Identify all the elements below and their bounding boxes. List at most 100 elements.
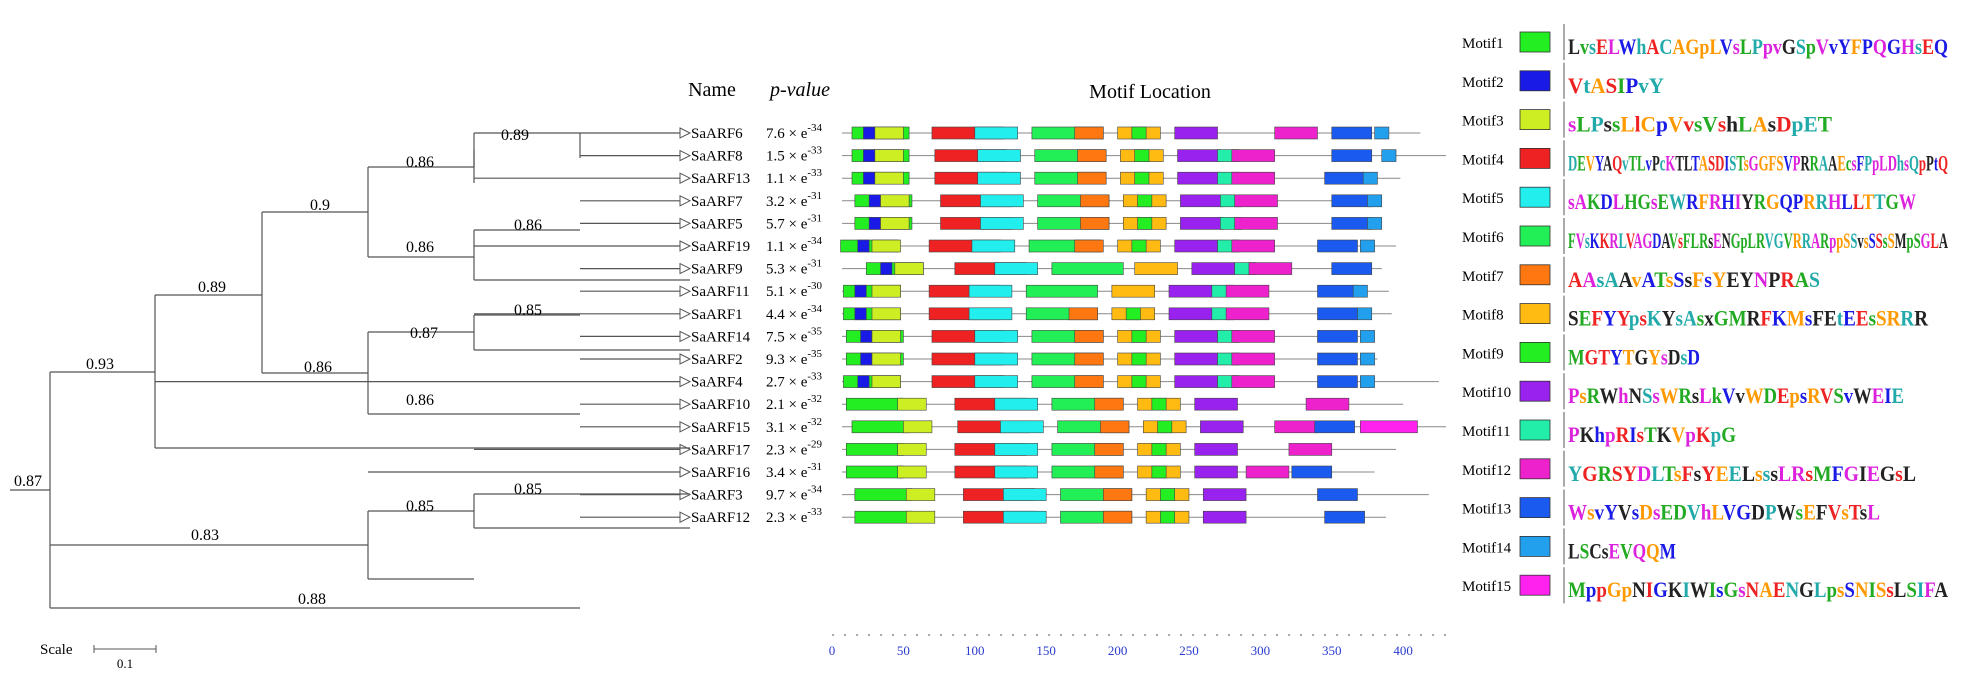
leaf-arrow-icon bbox=[679, 511, 692, 524]
motif-box-10 bbox=[1194, 397, 1238, 411]
gene-name: SaARF10 bbox=[691, 397, 750, 413]
motif-box-13 bbox=[1331, 262, 1373, 275]
motif-location-header: Motif Location bbox=[1089, 81, 1211, 103]
motif-box-5 bbox=[1003, 488, 1047, 501]
motif-legend-label: Motif5 bbox=[1462, 191, 1504, 207]
bootstrap-value: 0.83 bbox=[191, 527, 219, 544]
motif-legend-swatch bbox=[1519, 109, 1551, 130]
motif-box-10 bbox=[1194, 465, 1238, 479]
bootstrap-value: 0.85 bbox=[406, 498, 434, 515]
leaf-arrow-icon bbox=[679, 240, 692, 252]
motif-box-15 bbox=[1360, 420, 1418, 434]
leaf-arrow-icon bbox=[679, 488, 692, 501]
gene-pvalue: 7.6 × e-34 bbox=[766, 122, 823, 142]
gene-rows: SaARF6 7.6 × e-34 SaARF8 1.5 × e-33 SaARF13 1… bbox=[679, 122, 1446, 526]
motif-sequence-logo: DEVYAQvTLvPcKTLTASDISTsGGFSVPRRAAEcsFPpL… bbox=[1568, 150, 1948, 175]
scale-bar: Scale 0.1 bbox=[40, 642, 157, 671]
motif-box-9 bbox=[1131, 375, 1147, 388]
gene-pvalue: 5.7 × e-31 bbox=[766, 212, 822, 232]
motif-box-13 bbox=[1324, 510, 1365, 524]
leaf-arrow-icon bbox=[679, 466, 692, 478]
motif-box-8 bbox=[1134, 262, 1178, 275]
motif-box-12 bbox=[1231, 149, 1275, 162]
motif-box-13 bbox=[1317, 284, 1358, 298]
motif-legend-swatch bbox=[1519, 574, 1551, 596]
gene-name: SaARF9 bbox=[691, 262, 743, 278]
bootstrap-value: 0.85 bbox=[514, 481, 542, 498]
motif-box-10 bbox=[1174, 375, 1218, 388]
motif-box-1 bbox=[854, 488, 913, 501]
gene-name: SaARF2 bbox=[691, 352, 743, 368]
motif-box-6 bbox=[1051, 262, 1124, 275]
leaf-arrow-icon bbox=[679, 194, 692, 207]
motif-box-5 bbox=[980, 217, 1024, 230]
motif-box-2 bbox=[854, 284, 867, 298]
motif-box-10 bbox=[1168, 307, 1213, 321]
motif-sequence-logo: AAsAAvATsSsFsYEYNPRAS bbox=[1568, 267, 1820, 292]
motif-box-9 bbox=[1151, 397, 1167, 411]
name-header: Name bbox=[688, 79, 736, 101]
motif-box-5 bbox=[994, 397, 1038, 411]
gene-pvalue: 5.3 × e-31 bbox=[766, 258, 822, 278]
motif-box-12 bbox=[1231, 352, 1275, 366]
motif-box-5 bbox=[994, 262, 1038, 275]
motif-box-5 bbox=[968, 307, 1013, 321]
motif-box-3 bbox=[905, 510, 936, 524]
motif-box-13 bbox=[1317, 330, 1358, 343]
motif-sequence-logo: YGRSYDLTsFsYEELsssLRsMFGIEGsL bbox=[1568, 461, 1916, 486]
motif-legend-swatch bbox=[1519, 264, 1551, 286]
motif-box-5 bbox=[974, 126, 1018, 140]
motif-box-12 bbox=[1234, 194, 1278, 208]
motif-sequence-logo: sAKDLHGsEWRFRHIYRGQPRRHLLTTGW bbox=[1568, 189, 1916, 214]
motif-box-9 bbox=[1137, 194, 1153, 208]
motif-box-9 bbox=[1151, 443, 1167, 456]
motif-sequence-logo: sLPssLlCpVvsVshLAsDpET bbox=[1568, 112, 1832, 137]
motif-legend-swatch bbox=[1519, 419, 1551, 441]
motif-legend-swatch bbox=[1519, 536, 1551, 557]
motif-box-3 bbox=[905, 488, 936, 501]
motif-box-12 bbox=[1305, 397, 1350, 411]
motif-box-14 bbox=[1357, 307, 1373, 321]
motif-box-1 bbox=[845, 397, 904, 411]
gene-pvalue: 2.3 × e-33 bbox=[766, 506, 823, 526]
gene-name: SaARF12 bbox=[691, 510, 750, 526]
motif-box-7 bbox=[1094, 397, 1124, 411]
motif-box-13 bbox=[1331, 217, 1373, 230]
motif-box-12 bbox=[1234, 217, 1278, 230]
motif-sequence-logo: LvsELWhACAGpLVsLPpvGSpVvYFPQGHsEQ bbox=[1568, 34, 1948, 59]
motif-box-12 bbox=[1245, 465, 1290, 479]
motif-box-10 bbox=[1180, 217, 1224, 230]
bootstrap-value: 0.88 bbox=[298, 591, 326, 608]
gene-name: SaARF3 bbox=[691, 488, 743, 504]
motif-box-2 bbox=[863, 149, 876, 162]
motif-box-10 bbox=[1174, 239, 1218, 253]
bootstrap-value: 0.86 bbox=[406, 154, 434, 171]
motif-box-9 bbox=[1160, 510, 1175, 524]
motif-box-6 bbox=[1025, 284, 1098, 298]
motif-box-13 bbox=[1331, 149, 1373, 162]
motif-legend-label: Motif15 bbox=[1462, 579, 1511, 595]
gene-name: SaARF8 bbox=[691, 149, 743, 165]
bootstrap-value: 0.89 bbox=[198, 279, 226, 296]
motif-box-13 bbox=[1317, 352, 1358, 366]
motif-box-7 bbox=[1074, 330, 1104, 343]
motif-box-7 bbox=[1077, 149, 1107, 162]
scale-label: Scale bbox=[40, 642, 73, 658]
gene-name: SaARF11 bbox=[691, 284, 750, 300]
motif-box-12 bbox=[1288, 443, 1333, 456]
motif-box-12 bbox=[1231, 239, 1275, 253]
motif-sequence-logo: PsRWhNSsWRsLkVvWDEpsRVSvWEIE bbox=[1568, 383, 1904, 408]
motif-box-9 bbox=[1134, 149, 1150, 162]
gene-name: SaARF5 bbox=[691, 216, 743, 232]
motif-legend-label: Motif8 bbox=[1462, 308, 1504, 324]
gene-pvalue: 2.7 × e-33 bbox=[766, 371, 823, 391]
motif-box-10 bbox=[1202, 488, 1247, 501]
motif-sequence-logo: LSCsEVQQM bbox=[1568, 538, 1676, 563]
motif-box-5 bbox=[994, 465, 1038, 479]
gene-pvalue: 2.3 × e-29 bbox=[766, 438, 823, 458]
motif-box-12 bbox=[1274, 420, 1318, 434]
motif-box-2 bbox=[860, 330, 873, 343]
motif-legend-swatch bbox=[1519, 31, 1551, 53]
gene-name: SaARF19 bbox=[691, 239, 750, 255]
